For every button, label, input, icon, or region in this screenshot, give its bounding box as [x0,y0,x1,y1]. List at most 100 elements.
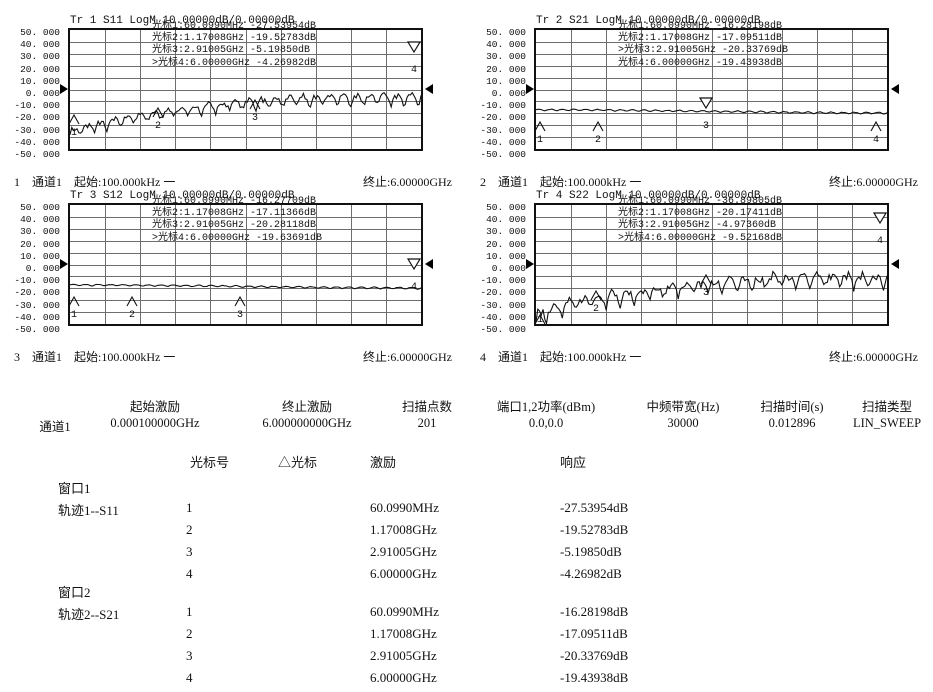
footer-left: 2 通道1 起始:100.000kHz 一 [480,173,641,190]
marker-response: -20.33769dB [560,648,629,663]
marker-readout: >光标4:6.00000GHz -19.63691dB [152,232,323,244]
marker-row: 1 60.0990MHz -16.28198dB [0,604,933,626]
svg-text:2: 2 [593,304,599,315]
marker-readout: 光标2:1.17008GHz -19.52783dB [152,33,317,45]
marker-stimulus: 2.91005GHz [370,544,437,559]
trace-panel-s12[interactable]: Tr 3 S12 LogM 10.00000dB/0.00000dB 50. 0… [0,190,466,380]
trace-title: Tr 1 S11 LogM 10.00000dB/0.00000dB [70,15,295,27]
svg-text:3: 3 [703,288,709,299]
value-start: 0.000100000GHz [110,416,200,430]
y-tick: -30. 000 [480,299,526,311]
footer-index: 3 [14,350,20,364]
svg-text:3: 3 [703,121,709,132]
marker-row: 4 6.00000GHz -19.43938dB [0,670,933,692]
marker-2: 2 [590,289,602,315]
y-tick: -40. 000 [14,311,60,323]
marker-3: 3 [698,97,714,132]
marker-row: 2 1.17008GHz -17.09511dB [0,626,933,648]
marker-readout: 光标2:1.17008GHz -17.11366dB [152,208,317,220]
footer-stop: 终止:6.00000GHz [363,175,452,189]
trace-line [70,91,421,135]
trace-panel-s21[interactable]: Tr 2 S21 LogM 10.00000dB/0.00000dB 50. 0… [466,15,932,205]
marker-number: 4 [186,566,193,581]
marker-number: 2 [186,522,193,537]
trace-panel-s11[interactable]: Tr 1 S11 LogM 10.00000dB/0.00000dB 50. 0… [0,15,466,205]
plot-area[interactable]: 1 2 3 4 [68,203,423,326]
marker-row: 3 2.91005GHz -20.33769dB [0,648,933,670]
trace-line [536,108,887,115]
col-header-stimulus: 激励 [370,455,397,470]
marker-readout: >光标4:6.00000GHz -9.52168dB [618,232,783,244]
y-tick: 40. 000 [20,214,60,226]
y-tick: 0. 000 [491,263,526,275]
footer-channel: 通道1 [32,350,63,364]
y-axis-labels: 50. 000 40. 000 30. 000 20. 000 10. 000 … [8,27,60,161]
marker-row: 1 60.0990MHz -27.53954dB [0,500,933,522]
svg-text:4: 4 [411,65,417,76]
marker-row: 4 6.00000GHz -4.26982dB [0,566,933,588]
trace-title: Tr 3 S12 LogM 10.00000dB/0.00000dB [70,190,295,202]
trace-label: 轨迹2--S21 [58,607,120,622]
marker-readout: >光标4:6.00000GHz -4.26982dB [152,57,317,69]
marker-response: -27.53954dB [560,500,629,515]
y-tick: 50. 000 [486,27,526,38]
svg-text:1: 1 [537,315,543,324]
y-tick: 0. 000 [25,88,60,100]
panel-footer: 4 通道1 起始:100.000kHz 一 终止:6.00000GHz [466,348,932,368]
marker-readout: 光标4:6.00000GHz -19.43938dB [618,57,783,69]
window-label: 窗口1 [58,481,91,496]
svg-text:4: 4 [877,236,883,247]
svg-text:4: 4 [411,282,417,293]
plot-area[interactable]: 1 2 3 4 [534,203,889,326]
marker-stimulus: 6.00000GHz [370,566,437,581]
y-tick: 20. 000 [486,238,526,250]
col-header-sweeptime: 扫描时间(s) [760,400,824,414]
marker-4: 4 [406,258,421,293]
svg-text:1: 1 [537,135,543,146]
marker-readout: 光标2:1.17008GHz -20.17411dB [618,208,783,220]
footer-start: 起始:100.000kHz 一 [540,175,642,189]
marker-response: -19.43938dB [560,670,629,685]
marker-1: 1 [70,113,80,139]
plot-area[interactable]: 1 2 3 4 [68,28,423,151]
col-header-points: 扫描点数 [401,400,452,414]
footer-start: 起始:100.000kHz 一 [74,350,176,364]
footer-start: 起始:100.000kHz 一 [540,350,642,364]
y-tick: -50. 000 [14,149,60,161]
marker-4: 4 [870,120,882,146]
y-tick: 40. 000 [486,214,526,226]
marker-1: 1 [70,295,80,321]
y-tick: -10. 000 [480,275,526,287]
marker-3: 3 [700,273,712,299]
y-tick: 40. 000 [20,39,60,51]
y-tick: -50. 000 [480,324,526,336]
y-tick: -30. 000 [14,299,60,311]
footer-start: 起始:100.000kHz 一 [74,175,176,189]
reference-level-arrow-left-icon [526,84,534,94]
marker-readout: 光标3:2.91005GHz -5.19850dB [152,45,311,57]
y-tick: 30. 000 [20,226,60,238]
trace-label: 轨迹1--S11 [58,503,119,518]
trace-panels-container: Tr 1 S11 LogM 10.00000dB/0.00000dB 50. 0… [0,15,932,380]
y-tick: 20. 000 [20,63,60,75]
marker-readout: 光标2:1.17008GHz -17.09511dB [618,33,783,45]
trace-panel-s22[interactable]: Tr 4 S22 LogM 10.00000dB/0.00000dB 50. 0… [466,190,932,380]
marker-readout-list: 光标1:60.0990MHz -16.27709dB 光标2:1.17008GH… [152,196,322,245]
col-header-sweeptype: 扫描类型 [861,400,912,414]
trace-title: Tr 2 S21 LogM 10.00000dB/0.00000dB [536,15,761,27]
footer-left: 1 通道1 起始:100.000kHz 一 [14,173,175,190]
reference-level-arrow-right-icon [891,84,899,94]
marker-readout: 光标1:60.0990MHz -27.53954dB [152,21,317,32]
marker-readout-list: 光标1:60.0990MHz -36.89805dB 光标2:1.17008GH… [618,196,782,245]
reference-level-arrow-right-icon [425,84,433,94]
svg-text:2: 2 [155,121,161,132]
footer-channel: 通道1 [32,175,63,189]
channel-parameter-table: 起始激励 终止激励 扫描点数 端口1,2功率(dBm) 中频带宽(Hz) 扫描时… [0,396,933,442]
plot-area[interactable]: 1 2 3 4 [534,28,889,151]
marker-stimulus: 6.00000GHz [370,670,437,685]
y-tick: -10. 000 [14,275,60,287]
y-tick: 30. 000 [486,226,526,238]
y-axis-labels: 50. 000 40. 000 30. 000 20. 000 10. 000 … [8,202,60,336]
panel-footer: 2 通道1 起始:100.000kHz 一 终止:6.00000GHz [466,173,932,193]
marker-response: -19.52783dB [560,522,629,537]
